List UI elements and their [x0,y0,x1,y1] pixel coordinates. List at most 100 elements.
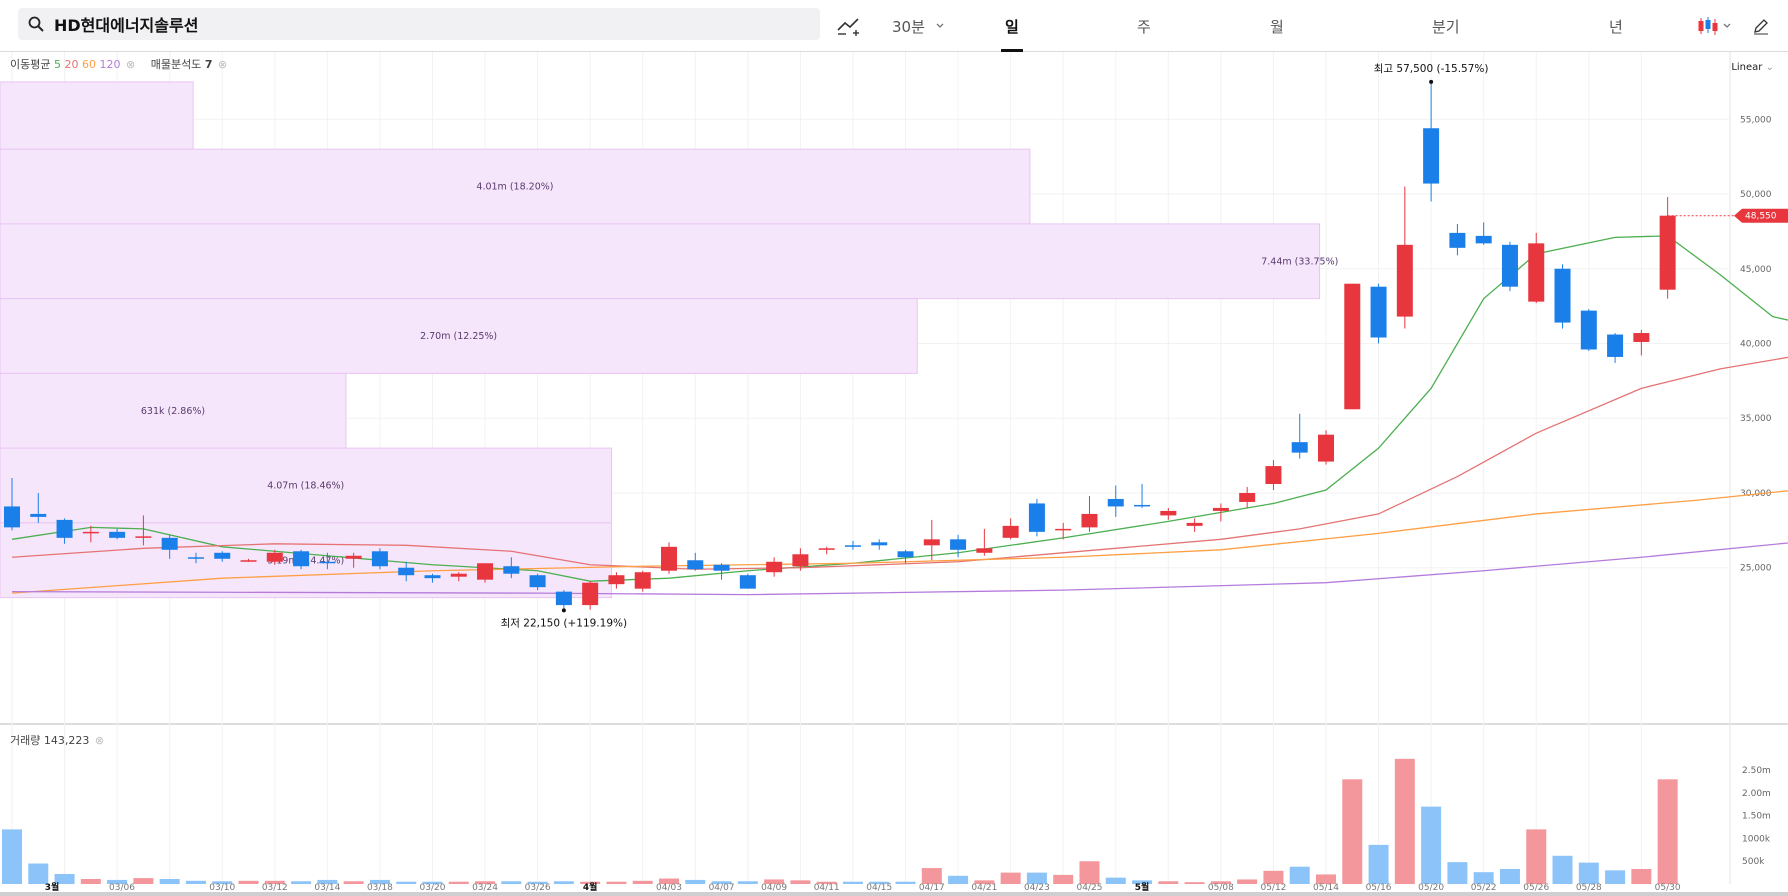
volume-bar [869,881,890,884]
volume-bar [711,881,732,884]
interval-select[interactable]: 30분 [892,0,945,52]
tab-year[interactable]: 년 [1609,0,1623,52]
candle-body [1134,504,1151,507]
candle [477,563,494,583]
chart-area[interactable]: 25,000 30,000 35,000 40,000 45,000 50,000 55,0… [0,52,1788,893]
volume-tick-label: 1.50m [1742,812,1771,822]
volume-legend: 거래량 143,223 ⊗ [10,732,104,748]
tab-week[interactable]: 주 [1137,0,1151,52]
candle-body [1344,283,1361,410]
toolbar: HD현대에너지솔루션 30분 일 주 월 분기 년 [0,0,1788,52]
candle-body [293,551,310,567]
ma-line-120 [11,542,1788,596]
candle-body [1028,503,1045,532]
volume-bar [632,880,653,884]
volume-profile-bar [0,298,918,374]
candle [30,492,47,523]
candle [1423,81,1440,202]
candle-body [1081,513,1098,528]
candle-body [30,513,47,517]
candle [739,573,756,589]
candle-body [1212,507,1229,511]
scale-select[interactable]: Linear ⌄ [1731,62,1774,73]
candle-body [950,539,967,550]
volume-bar [1605,870,1626,884]
candle [766,557,783,577]
volume-bar [895,881,916,884]
tab-day[interactable]: 일 [1001,0,1023,52]
search-query: HD현대에너지솔루션 [54,16,199,35]
candle-body [240,560,257,562]
tab-label: 월 [1270,17,1284,36]
x-tick-label: 03/26 [525,883,551,892]
candle-body [818,548,835,550]
volume-bar [842,881,863,884]
volume-bar [1342,779,1363,884]
candle-body [608,575,625,585]
x-tick-label: 05/22 [1471,883,1497,892]
x-tick-label: 04/17 [919,883,945,892]
close-icon[interactable]: ⊗ [217,58,228,71]
volume-bar [1526,829,1547,884]
candle [1528,232,1545,304]
drawing-tool-button[interactable] [836,0,862,52]
candle [450,572,467,582]
chart-type-select[interactable] [1696,0,1732,52]
volume-bar [159,878,180,884]
x-tick-label: 03/06 [109,883,135,892]
volume-bar [948,875,969,884]
candle-body [187,557,204,559]
search-input[interactable]: HD현대에너지솔루션 [18,8,820,40]
volume-profile-label: 4.07m (18.46%) [267,481,344,492]
candle-body [1291,442,1308,453]
volume-bar [1289,866,1310,884]
close-icon[interactable]: ⊗ [94,734,105,747]
volume-bar [553,881,574,884]
x-tick-label: 05/26 [1523,883,1549,892]
x-tick-label: 03/18 [367,883,393,892]
volume-profile-bar [0,447,612,524]
chevron-down-icon [936,23,944,28]
candle [582,581,599,610]
candle-body [477,563,494,580]
x-tick-label: 4월 [583,881,598,892]
candle [608,572,625,589]
candle [1291,413,1308,459]
tab-quarter[interactable]: 분기 [1432,0,1460,52]
volume-bar [1552,855,1573,884]
candle-body [792,554,809,567]
candle [713,563,730,580]
x-tick-label: 04/09 [761,883,787,892]
tab-month[interactable]: 월 [1270,0,1284,52]
candle [345,552,362,568]
current-price-label: 48,550 [1745,212,1777,222]
candle-body [1318,434,1334,462]
close-icon[interactable]: ⊗ [125,58,136,71]
candle-body [214,552,231,559]
candle-body [1107,498,1124,507]
x-axis-band [0,884,1788,892]
candle-body [1265,466,1282,485]
price-tick-label: 55,000 [1740,115,1772,125]
volume-bar [1184,882,1205,884]
candle-body [687,560,704,570]
candle-body [529,575,546,588]
candle-body [1396,244,1413,317]
volume-value: 143,223 [43,734,90,747]
volume-bar [1132,880,1153,884]
candle [555,590,572,611]
x-tick-label: 05/16 [1366,883,1392,892]
price-tick-label: 45,000 [1740,265,1772,275]
edit-button[interactable] [1752,0,1770,52]
volume-bar [28,863,49,884]
candle [1396,186,1413,329]
candle-body [1055,528,1072,531]
candle-body [582,582,599,606]
current-price-tag [1734,208,1788,223]
candle [1239,487,1256,508]
candle [4,478,20,531]
chevron-down-icon: ⌄ [1765,62,1774,73]
candle [1265,460,1282,490]
ma-line-5 [11,235,1788,582]
